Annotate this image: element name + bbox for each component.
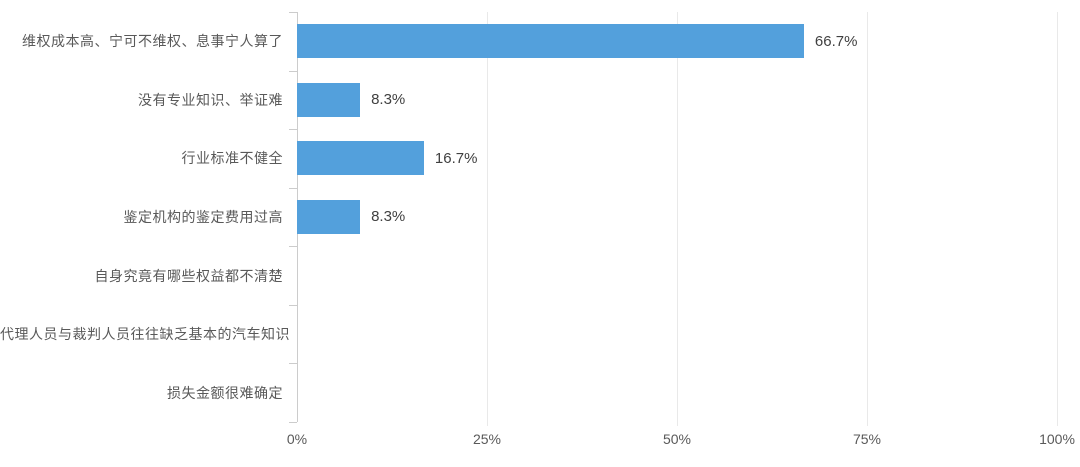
- category-label: 代理人员与裁判人员往往缺乏基本的汽车知识: [0, 326, 290, 343]
- x-axis-tick-label: 50%: [662, 431, 692, 447]
- bar-value-label: 16.7%: [434, 149, 478, 167]
- chart-row: 鉴定机构的鉴定费用过高 8.3%: [0, 188, 1080, 247]
- chart-row: 没有专业知识、举证难 8.3%: [0, 71, 1080, 130]
- chart-row: 损失金额很难确定: [0, 363, 1080, 422]
- bar-track: [297, 376, 1057, 410]
- bar: [297, 24, 804, 59]
- bar-value-label: 8.3%: [371, 208, 406, 226]
- x-axis-tick-label: 0%: [286, 431, 308, 447]
- bar-track: 8.3%: [297, 82, 1057, 117]
- x-axis-tick-label: 25%: [472, 431, 502, 447]
- category-label: 鉴定机构的鉴定费用过高: [123, 208, 283, 225]
- category-label: 行业标准不健全: [181, 150, 283, 167]
- x-axis-labels: 0% 25% 50% 75% 100%: [287, 431, 1075, 451]
- x-axis-tick-label: 100%: [1039, 431, 1075, 447]
- bar: [297, 199, 361, 234]
- chart-rows: 维权成本高、宁可不维权、息事宁人算了 66.7% 没有专业知识、举证难 8.3%…: [0, 12, 1080, 422]
- bar-track: 16.7%: [297, 141, 1057, 176]
- chart-row: 行业标准不健全 16.7%: [0, 129, 1080, 188]
- bar-track: 66.7%: [297, 24, 1057, 59]
- bar: [297, 141, 424, 176]
- y-axis-tick: [289, 422, 297, 423]
- bar-value-label: 66.7%: [814, 32, 858, 50]
- chart-row: 维权成本高、宁可不维权、息事宁人算了 66.7%: [0, 12, 1080, 71]
- category-label: 没有专业知识、举证难: [138, 91, 283, 108]
- category-label: 损失金额很难确定: [167, 384, 283, 401]
- category-label: 自身究竟有哪些权益都不清楚: [94, 267, 283, 284]
- bar-track: [297, 317, 1057, 351]
- category-label: 维权成本高、宁可不维权、息事宁人算了: [22, 33, 283, 50]
- bar-track: 8.3%: [297, 199, 1057, 234]
- chart-row: 代理人员与裁判人员往往缺乏基本的汽车知识: [0, 305, 1080, 364]
- bar: [297, 82, 361, 117]
- chart-row: 自身究竟有哪些权益都不清楚: [0, 246, 1080, 305]
- bar-track: [297, 259, 1057, 293]
- x-axis-tick-label: 75%: [852, 431, 882, 447]
- bar-value-label: 8.3%: [371, 91, 406, 109]
